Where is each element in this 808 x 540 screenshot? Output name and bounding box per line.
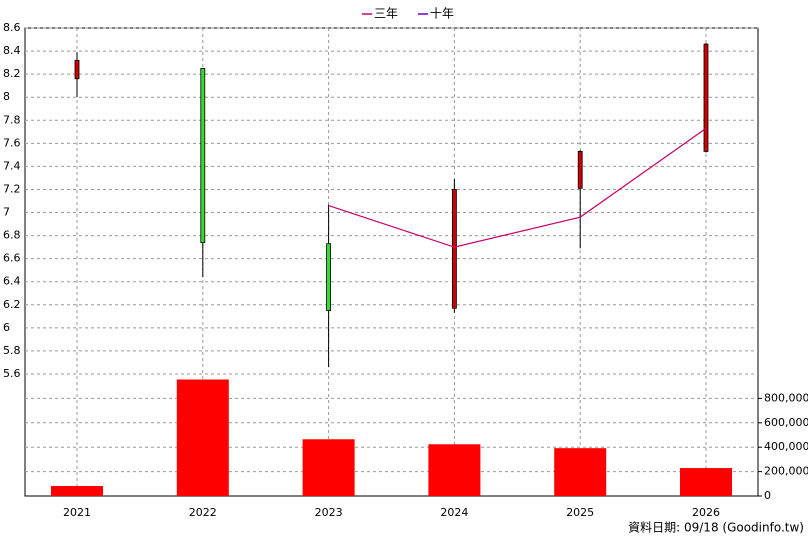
y-tick-label: 6 (3, 321, 10, 334)
x-tick-label: 2022 (189, 506, 217, 519)
y-tick-label: 7.4 (3, 159, 21, 172)
y-tick-label: 8.6 (3, 21, 21, 34)
y-tick-label: 7 (3, 206, 10, 219)
y-tick-label: 6.8 (3, 229, 21, 242)
legend-label: 三年 (374, 7, 398, 21)
x-tick-label: 2023 (315, 506, 343, 519)
y-tick-label: 5.6 (3, 367, 21, 380)
y-tick-label: 8.2 (3, 67, 21, 80)
volume-bar (176, 379, 229, 496)
source-note: 資料日期: 09/18 (Goodinfo.tw) (628, 521, 804, 535)
x-tick-label: 2026 (692, 506, 720, 519)
y-tick-label: 8 (3, 90, 10, 103)
y2-tick-label: 0 (764, 489, 771, 502)
y2-tick-label: 800,000 (764, 391, 808, 404)
x-tick-label: 2025 (566, 506, 594, 519)
y-tick-label: 7.8 (3, 113, 21, 126)
plot-frame (24, 27, 759, 497)
volume-bar (428, 444, 481, 496)
y-tick-label: 5.8 (3, 344, 21, 357)
y2-tick-label: 200,000 (764, 465, 808, 478)
candle-body (326, 243, 332, 311)
volume-bar (680, 468, 732, 496)
y-tick-label: 7.6 (3, 136, 21, 149)
volume-bar (302, 439, 355, 496)
x-tick-label: 2021 (63, 506, 91, 519)
series-line (328, 127, 707, 248)
y-tick-label: 6.4 (3, 275, 21, 288)
y-tick-label: 8.4 (3, 44, 21, 57)
candle-body (577, 151, 583, 189)
x-tick-label: 2024 (440, 506, 468, 519)
candle-body (451, 189, 457, 309)
y-tick-label: 6.6 (3, 252, 21, 265)
volume-bar (51, 485, 103, 496)
y2-tick-label: 600,000 (764, 416, 808, 429)
candle-body (74, 59, 80, 80)
y-tick-label: 6.2 (3, 298, 21, 311)
y-tick-label: 7.2 (3, 182, 21, 195)
candle-body (200, 67, 206, 243)
y2-tick-label: 400,000 (764, 440, 808, 453)
volume-bar (554, 448, 607, 496)
legend-label: 十年 (430, 7, 454, 21)
candle-body (703, 43, 709, 152)
